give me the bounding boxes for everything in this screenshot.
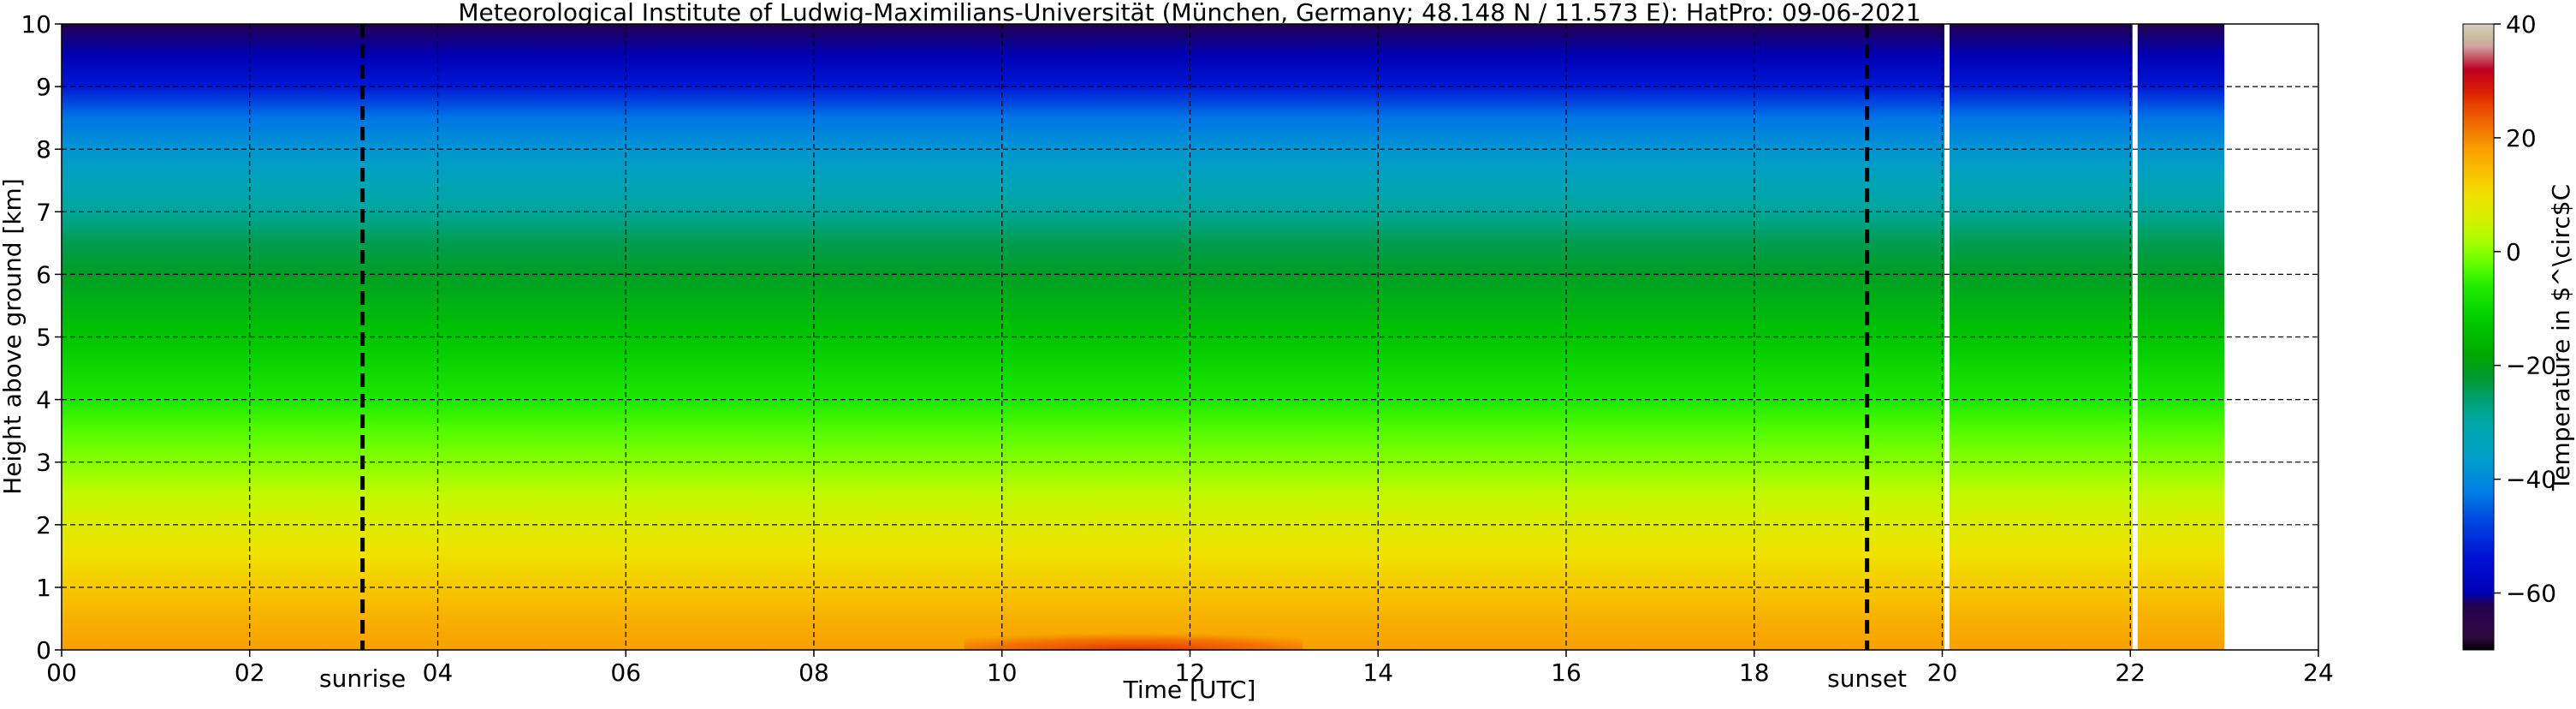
x-tick-label: 14 (1362, 658, 1393, 687)
warm-surface-region (964, 624, 1303, 650)
chart-title: Meteorological Institute of Ludwig-Maxim… (458, 0, 1920, 27)
colorbar-scale (2462, 23, 2495, 651)
colorbar-tick-label: 40 (2506, 10, 2537, 39)
x-tick-label: 08 (798, 658, 829, 687)
x-tick-label: 04 (423, 658, 454, 687)
x-tick-label: 02 (234, 658, 265, 687)
y-tick-label: 5 (36, 324, 51, 352)
colorbar-tick-label: 0 (2506, 238, 2521, 266)
y-tick-label: 9 (36, 73, 51, 101)
sunset-label: sunset (1827, 664, 1907, 693)
y-axis: 0 1 2 3 4 5 6 7 8 9 10 (21, 10, 62, 664)
x-tick-label: 18 (1739, 658, 1770, 687)
x-tick-label: 20 (1927, 658, 1958, 687)
y-tick-label: 0 (36, 636, 51, 664)
x-axis-label: Time [UTC] (1123, 676, 1256, 704)
plot-area (62, 24, 2318, 650)
colorbar-tick-label: −40 (2506, 466, 2556, 494)
y-axis-label: Height above ground [km] (0, 178, 27, 495)
y-tick-label: 2 (36, 511, 51, 539)
y-tick-label: 6 (36, 260, 51, 289)
colorbar: 40 20 0 −20 −40 −60 Temperature in $^\circ$C (2462, 10, 2575, 651)
y-tick-label: 4 (36, 386, 51, 414)
x-tick-label: 06 (610, 658, 641, 687)
y-tick-label: 3 (36, 449, 51, 477)
x-tick-label: 22 (2115, 658, 2146, 687)
x-axis: 00 02 04 06 08 10 12 14 16 18 20 22 24 (46, 650, 2334, 687)
colorbar-tick-label: −20 (2506, 352, 2556, 380)
colorbar-ticks: 40 20 0 −20 −40 −60 (2494, 10, 2556, 608)
x-tick-label: 12 (1175, 658, 1206, 687)
x-tick-label: 00 (46, 658, 77, 687)
y-tick-label: 7 (36, 198, 51, 226)
grid-lines (62, 24, 2318, 650)
x-tick-label: 24 (2303, 658, 2334, 687)
colorbar-label: Temperature in $^\circ$C (2547, 184, 2575, 492)
colorbar-tick-label: −60 (2506, 580, 2556, 608)
y-tick-label: 1 (36, 574, 51, 602)
x-tick-label: 10 (987, 658, 1018, 687)
y-tick-label: 8 (36, 135, 51, 164)
colorbar-tick-label: 20 (2506, 124, 2537, 152)
x-tick-label: 16 (1551, 658, 1582, 687)
sunrise-label: sunrise (319, 664, 406, 693)
y-tick-label: 10 (21, 10, 51, 39)
